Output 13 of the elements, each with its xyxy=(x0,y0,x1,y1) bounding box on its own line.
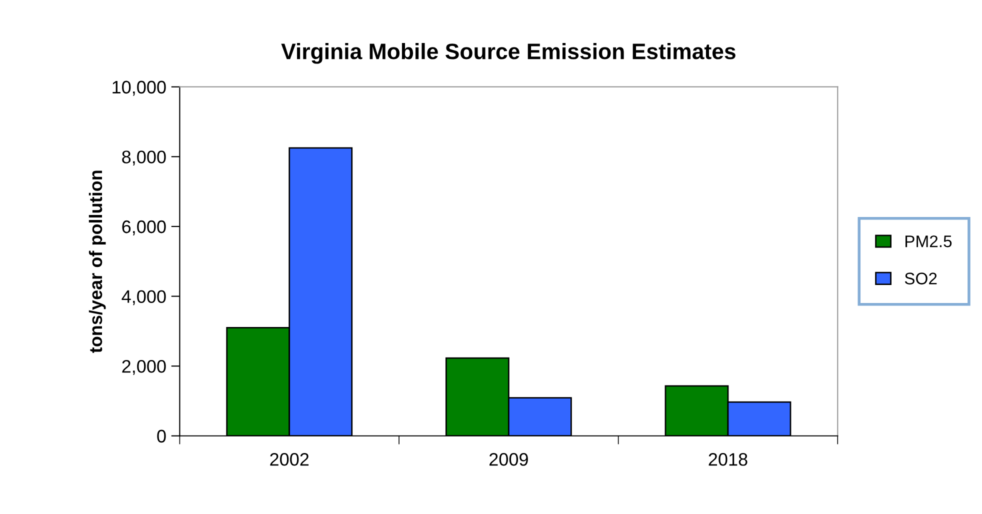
legend-label: PM2.5 xyxy=(906,235,952,248)
y-axis-title: tons/year of pollution xyxy=(88,170,106,353)
y-tick-label: 8,000 xyxy=(122,150,166,166)
y-tick-label: 10,000 xyxy=(112,80,166,96)
x-tick-label: 2002 xyxy=(270,453,309,466)
legend-label: SO2 xyxy=(904,272,937,284)
x-tick-label: 2009 xyxy=(490,453,528,466)
y-tick-label: 4,000 xyxy=(122,290,166,306)
x-tick-label: 2018 xyxy=(708,453,748,466)
y-tick-label: 2,000 xyxy=(122,360,166,375)
chart-title: Virginia Mobile Source Emission Estimates xyxy=(281,42,736,64)
y-tick-label: 6,000 xyxy=(122,220,166,236)
y-tick-label: 0 xyxy=(157,430,166,443)
